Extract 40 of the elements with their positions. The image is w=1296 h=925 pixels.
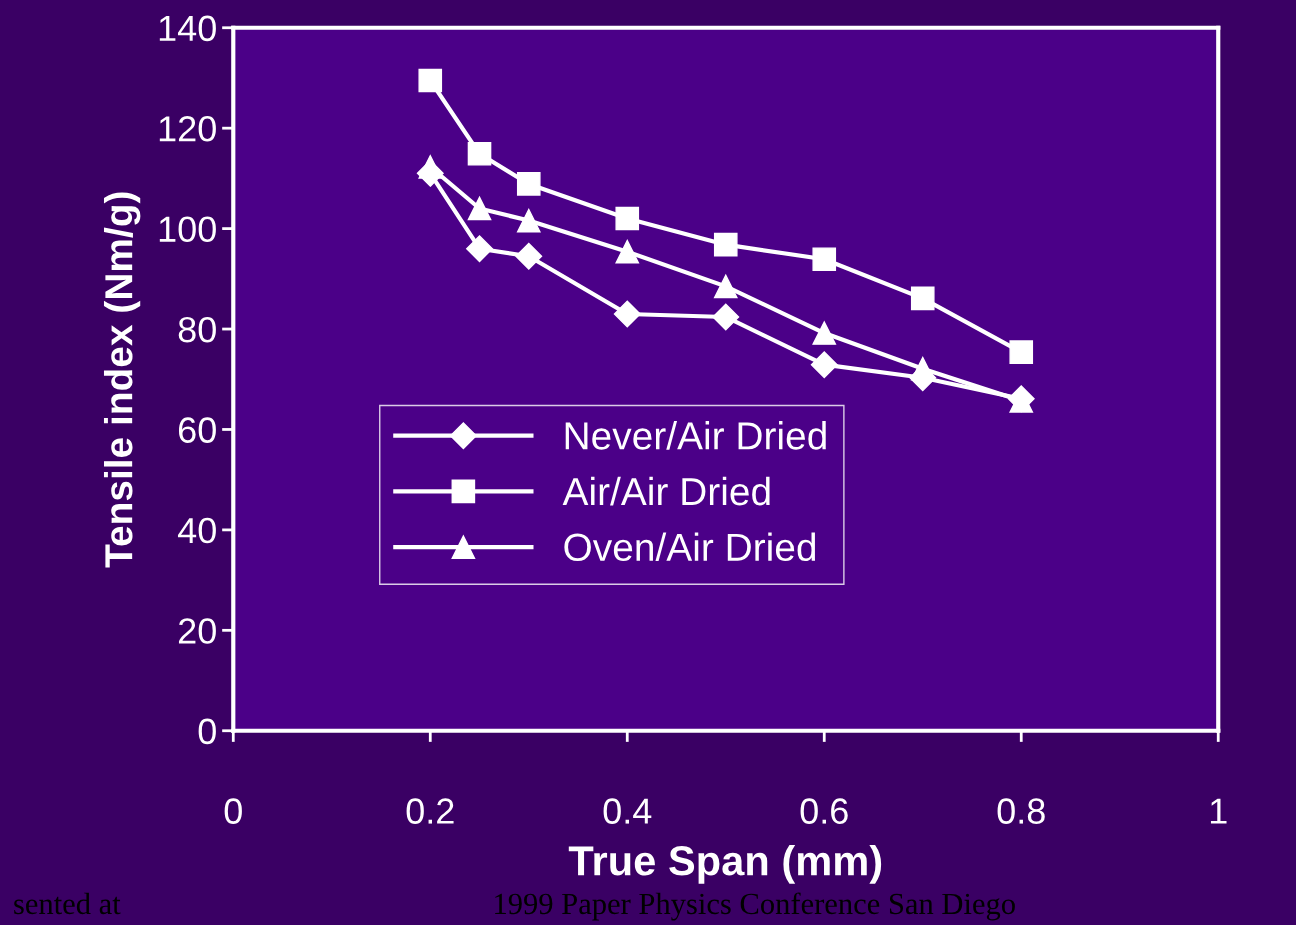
y-tick-label: 80 xyxy=(178,316,216,343)
x-tick-label: 0.2 xyxy=(406,798,454,824)
point xyxy=(613,300,641,328)
x-tick-label: 0.4 xyxy=(603,798,652,824)
point xyxy=(466,235,493,263)
y-tick-label: 140 xyxy=(159,15,216,42)
point xyxy=(615,239,640,264)
point xyxy=(713,274,738,299)
point xyxy=(615,206,640,231)
legend-label: Never/Air Dried xyxy=(565,421,826,450)
legend-label: Oven/Air Dried xyxy=(564,532,816,562)
text: 1999 Paper Physics Conference San Diego xyxy=(495,892,1015,921)
point xyxy=(516,208,541,233)
point xyxy=(910,286,935,311)
point xyxy=(812,321,837,345)
y-tick-label: 120 xyxy=(159,116,216,142)
text: sented at xyxy=(14,892,121,915)
point xyxy=(515,242,543,270)
y-tick-label: 0 xyxy=(198,718,216,745)
point xyxy=(712,303,740,331)
point xyxy=(810,351,838,379)
point xyxy=(516,172,541,196)
y-tick-label: 100 xyxy=(159,216,216,243)
point xyxy=(467,141,492,166)
point xyxy=(812,247,837,272)
legend-label: Air/Air Dried xyxy=(562,476,770,506)
point xyxy=(1009,340,1034,364)
point xyxy=(467,196,492,221)
y-axis-title: Tensile index (Nm/g) xyxy=(103,192,141,568)
y-tick-label: 20 xyxy=(178,618,216,644)
y-tick-label: 40 xyxy=(177,517,216,544)
point xyxy=(418,68,443,93)
x-tick-label: 0 xyxy=(224,798,242,824)
x-tick-label: 0.6 xyxy=(800,798,848,824)
x-tick-label: 0.8 xyxy=(997,798,1045,824)
point xyxy=(418,155,443,179)
y-tick-label: 60 xyxy=(178,417,216,443)
x-tick-label: 1 xyxy=(1210,798,1227,824)
x-axis-title: True Span (mm) xyxy=(568,844,882,884)
point xyxy=(713,232,738,257)
